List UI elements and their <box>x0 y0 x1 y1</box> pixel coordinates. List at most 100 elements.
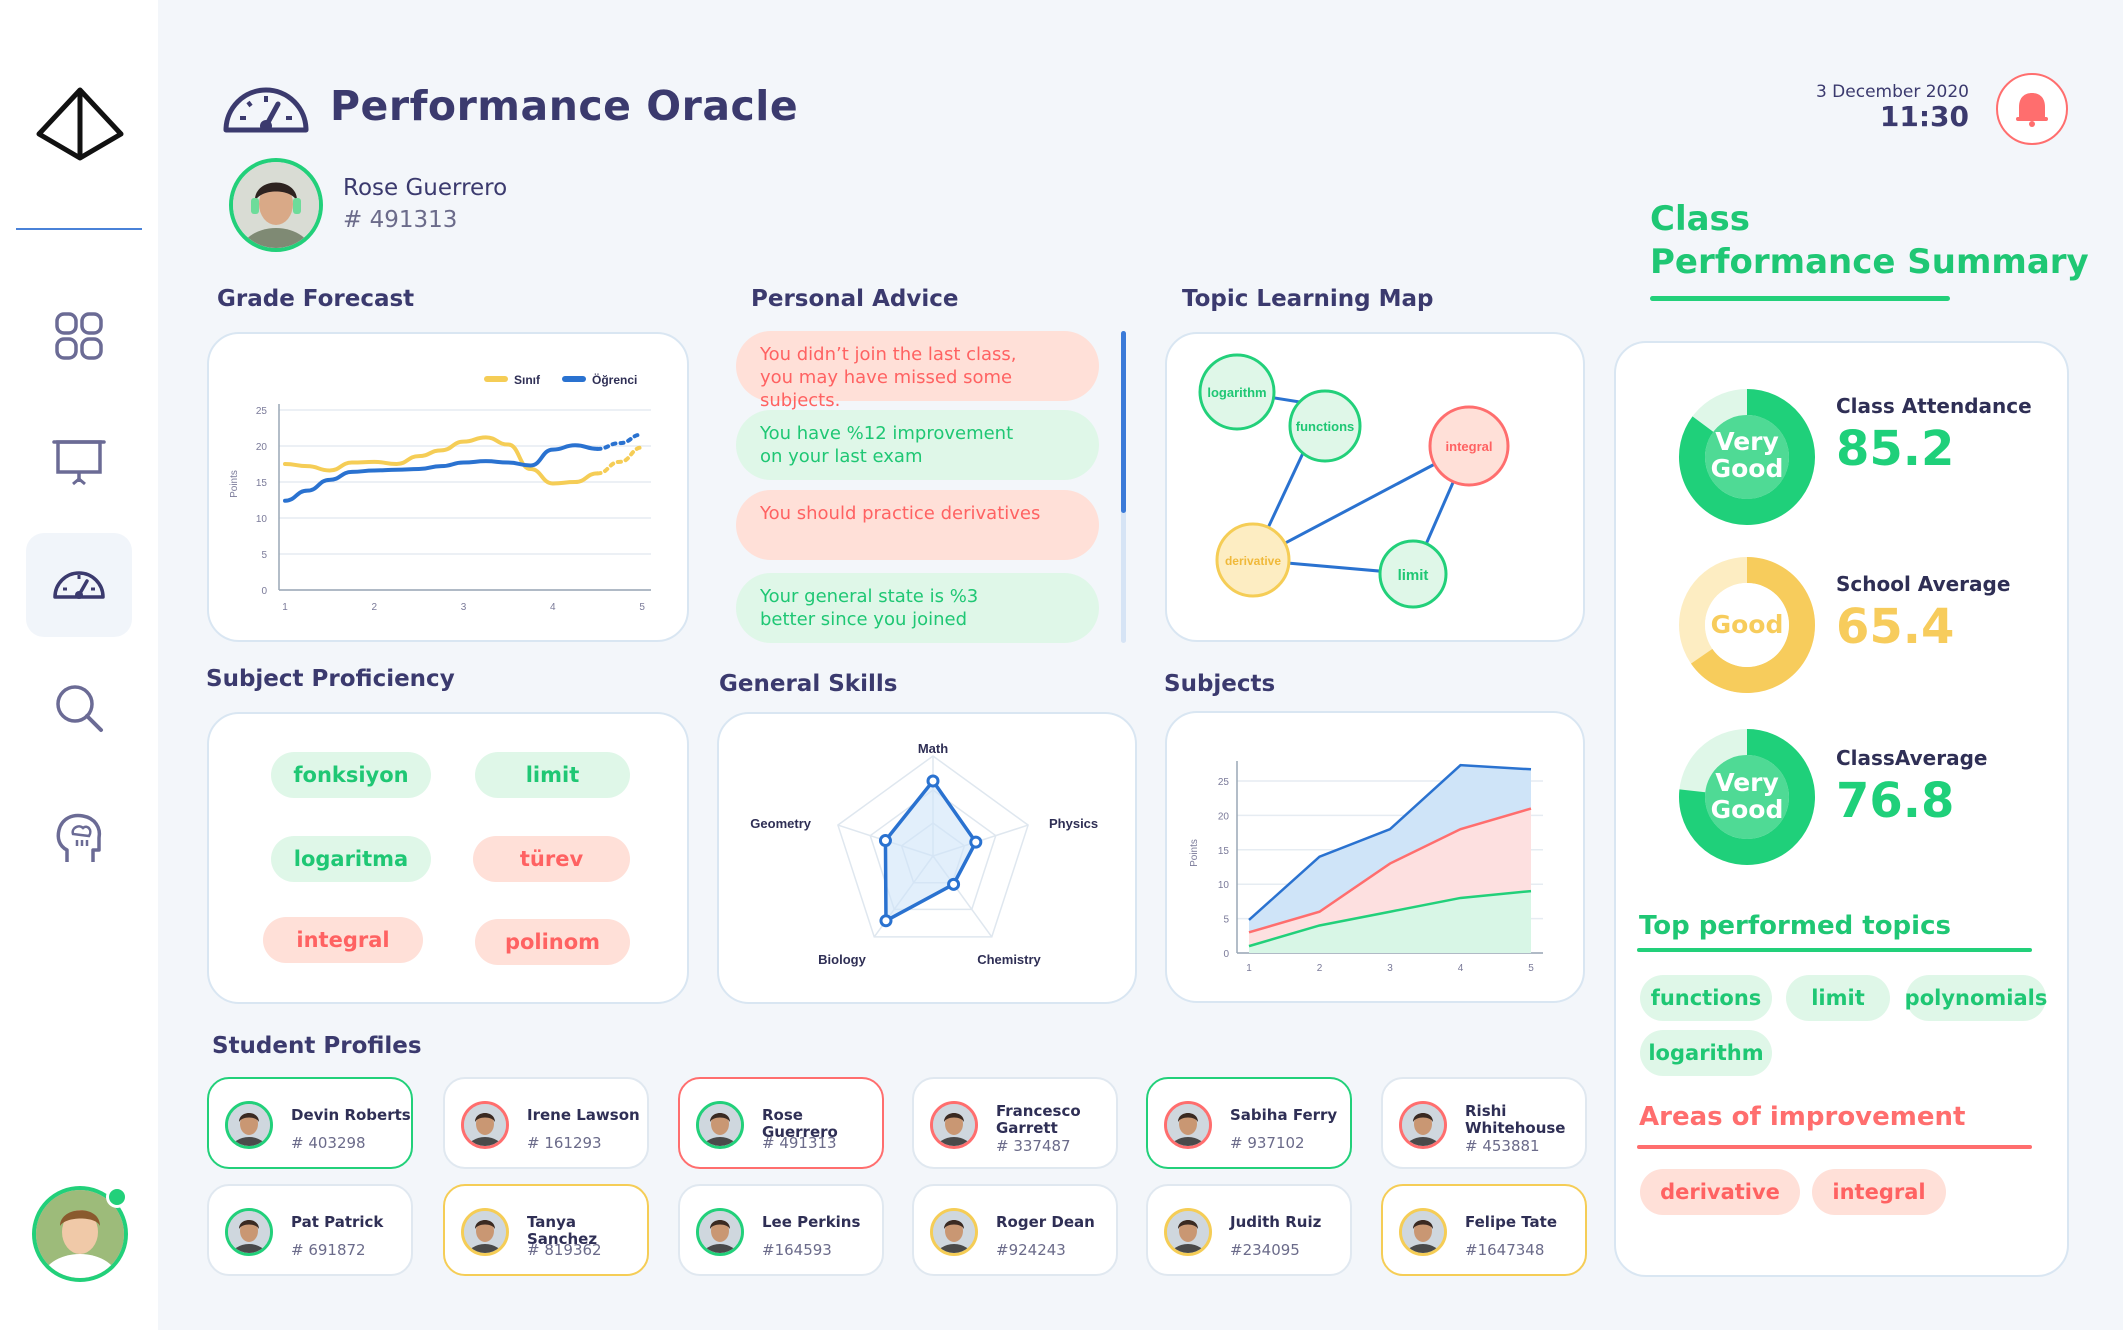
donut-value-arc <box>1679 729 1815 865</box>
nav-performance[interactable] <box>26 533 132 637</box>
improvement-pill[interactable]: integral <box>1812 1169 1946 1215</box>
radar-axis-label: Physics <box>1049 816 1098 831</box>
topic-map-graph: logarithm functions integral derivative … <box>1198 353 1510 609</box>
top-topics-title: Top performed topics <box>1639 911 1951 941</box>
advice-item: You didn’t join the last class, you may … <box>736 331 1099 411</box>
student-profile-card[interactable]: Sabiha Ferry # 937102 <box>1146 1077 1352 1169</box>
avatar <box>1164 1208 1212 1256</box>
ring-label-line: Good <box>1710 610 1784 639</box>
proficiency-pill[interactable]: limit <box>475 752 630 798</box>
avatar <box>461 1101 509 1149</box>
topic-node-derivative[interactable]: derivative <box>1215 522 1291 598</box>
donut-value-arc <box>1679 389 1815 525</box>
avatar <box>696 1101 744 1149</box>
radar-point <box>947 877 961 891</box>
top-topic-pill[interactable]: limit <box>1786 975 1890 1021</box>
topic-node-label: derivative <box>1225 554 1281 568</box>
y-tick-label: 20 <box>256 442 268 453</box>
ring-label-line: Very <box>1715 768 1779 797</box>
nav-insights[interactable] <box>26 786 132 890</box>
legend-swatch-sinif <box>484 376 508 382</box>
student-profile-card[interactable]: Roger Dean #924243 <box>912 1184 1118 1276</box>
series-line <box>283 443 600 503</box>
profile-id: # 337487 <box>996 1137 1071 1155</box>
avatar <box>225 1208 273 1256</box>
student-profile-card[interactable]: Irene Lawson # 161293 <box>443 1077 649 1169</box>
student-profile-card[interactable]: Judith Ruiz #234095 <box>1146 1184 1352 1276</box>
proficiency-pill[interactable]: türev <box>473 836 630 882</box>
header-gauge-icon <box>222 84 310 138</box>
advice-scrollbar-thumb[interactable] <box>1121 331 1126 513</box>
student-profile-card[interactable]: Rose Guerrero # 491313 <box>678 1077 884 1169</box>
series-line <box>283 435 600 486</box>
class-average-ring-label: Very Good <box>1676 769 1818 823</box>
nav-presentation[interactable] <box>26 410 132 514</box>
student-profile-card[interactable]: Tanya Sanchez # 819362 <box>443 1184 649 1276</box>
profile-id: #164593 <box>762 1241 832 1259</box>
legend-label-sinif: Sınıf <box>514 373 541 387</box>
student-profile-card[interactable]: Francesco Garrett # 337487 <box>912 1077 1118 1169</box>
advice-text-line: better since you joined <box>760 609 968 630</box>
attendance-ring-label: Very Good <box>1676 428 1818 482</box>
student-profile-card[interactable]: Pat Patrick # 691872 <box>207 1184 413 1276</box>
student-profile-card[interactable]: Devin Roberts # 403298 <box>207 1077 413 1169</box>
radar-point <box>969 835 983 849</box>
class-average-label: ClassAverage <box>1836 746 1988 770</box>
profile-name: Rose Guerrero <box>762 1106 838 1141</box>
y-tick-label: 25 <box>256 406 268 417</box>
profile-name: Judith Ruiz <box>1230 1213 1322 1231</box>
donut-value-arc <box>1691 557 1815 693</box>
online-status-dot <box>106 1186 128 1208</box>
topic-node-functions[interactable]: functions <box>1288 389 1362 463</box>
nav-search[interactable] <box>26 656 132 760</box>
improvement-pill[interactable]: derivative <box>1640 1169 1800 1215</box>
profile-name: Rishi Whitehouse <box>1465 1102 1566 1137</box>
search-icon <box>56 685 103 732</box>
radar-area <box>883 778 978 924</box>
proficiency-pill[interactable]: polinom <box>475 919 630 965</box>
notification-button[interactable] <box>1996 73 2068 145</box>
topic-node-label: limit <box>1398 567 1429 584</box>
topic-node-integral[interactable]: integral <box>1428 405 1510 487</box>
legend-swatch-ogrenci <box>562 376 586 382</box>
top-topic-pill[interactable]: functions <box>1640 975 1772 1021</box>
profile-id: # 819362 <box>527 1241 602 1259</box>
proficiency-pill[interactable]: integral <box>263 917 423 963</box>
topic-node-limit[interactable]: limit <box>1378 539 1448 609</box>
current-time: 11:30 <box>1879 100 1969 133</box>
avatar <box>1399 1208 1447 1256</box>
student-profile-card[interactable]: Lee Perkins #164593 <box>678 1184 884 1276</box>
ring-label-line: Good <box>1710 454 1784 483</box>
proficiency-pill[interactable]: fonksiyon <box>271 752 431 798</box>
radar-ring <box>837 755 1029 938</box>
avatar <box>696 1208 744 1256</box>
logo-icon[interactable] <box>35 86 125 166</box>
nav-dashboard[interactable] <box>26 284 132 388</box>
dashboard-icon <box>55 312 103 360</box>
student-avatar <box>229 158 323 252</box>
topic-node-logarithm[interactable]: logarithm <box>1198 353 1276 431</box>
y-tick-label: 10 <box>256 514 268 525</box>
radar-ring <box>869 789 997 911</box>
school-average-ring-label: Good <box>1676 611 1818 638</box>
subjects-title: Subjects <box>1164 671 1276 697</box>
improvement-title: Areas of improvement <box>1639 1102 1966 1132</box>
radar-point <box>926 774 940 788</box>
radar-axis-label: Chemistry <box>977 952 1041 967</box>
profile-name: Roger Dean <box>996 1213 1095 1231</box>
x-tick-label: 1 <box>282 602 288 613</box>
profile-id: #234095 <box>1230 1241 1300 1259</box>
profile-name: Devin Roberts <box>291 1106 411 1124</box>
top-topic-pill[interactable]: polynomials <box>1905 975 2047 1021</box>
top-topic-pill[interactable]: logarithm <box>1640 1030 1772 1076</box>
student-profile-card[interactable]: Felipe Tate #1647348 <box>1381 1184 1587 1276</box>
current-user-avatar[interactable] <box>32 1186 128 1282</box>
topic-map-title: Topic Learning Map <box>1182 286 1434 312</box>
sidebar-divider <box>16 228 142 230</box>
class-average-value: 76.8 <box>1836 773 1955 829</box>
ring-label-line: Good <box>1710 795 1784 824</box>
student-profile-card[interactable]: Rishi Whitehouse # 453881 <box>1381 1077 1587 1169</box>
proficiency-pill[interactable]: logaritma <box>271 836 431 882</box>
profile-id: # 161293 <box>527 1134 602 1152</box>
avatar <box>930 1208 978 1256</box>
